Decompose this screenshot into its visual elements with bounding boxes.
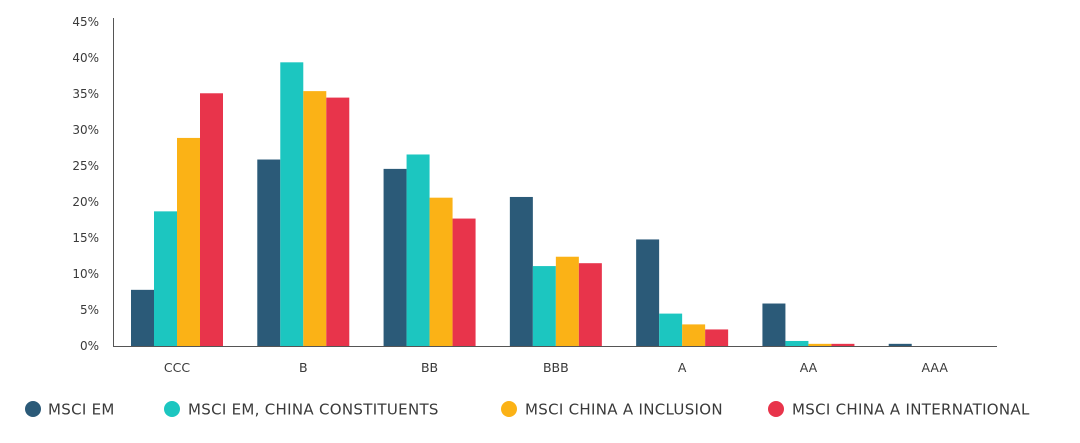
bar-bb-series-2 bbox=[406, 154, 430, 346]
bar-aaa-series-1 bbox=[888, 343, 912, 346]
y-tick-label: 0% bbox=[80, 339, 99, 353]
legend-marker bbox=[25, 401, 41, 417]
bar-bb-series-4 bbox=[452, 218, 476, 346]
bar-b-series-1 bbox=[257, 159, 281, 346]
x-category-label: A bbox=[678, 360, 687, 375]
y-tick-label: 5% bbox=[80, 303, 99, 317]
bar-ccc-series-4 bbox=[200, 93, 223, 346]
x-axis-labels: CCC B BB BBB A AA AAA bbox=[164, 360, 948, 375]
legend-label: MSCI EM, CHINA CONSTITUENTS bbox=[188, 401, 439, 419]
legend-label: MSCI CHINA A INTERNATIONAL bbox=[792, 401, 1030, 419]
y-tick-label: 40% bbox=[72, 51, 99, 65]
x-category-label: BBB bbox=[543, 360, 569, 375]
bar-a-series-4 bbox=[705, 329, 729, 346]
bars-group bbox=[131, 62, 912, 347]
bar-ccc-series-3 bbox=[177, 137, 200, 346]
bar-ccc-series-2 bbox=[154, 211, 177, 346]
x-category-label: B bbox=[299, 360, 308, 375]
y-tick-label: 25% bbox=[72, 159, 99, 173]
bar-a-series-1 bbox=[636, 239, 660, 346]
y-axis-ticks: 0% 5% 10% 15% 20% 25% 30% 35% 40% 45% bbox=[72, 15, 99, 353]
bar-b-series-3 bbox=[303, 91, 327, 347]
bar-aa-series-2 bbox=[785, 340, 809, 346]
bar-b-series-2 bbox=[280, 62, 304, 346]
y-tick-label: 30% bbox=[72, 123, 99, 137]
y-tick-label: 45% bbox=[72, 15, 99, 29]
x-category-label: BB bbox=[421, 360, 438, 375]
bar-bbb-series-2 bbox=[532, 266, 556, 346]
bar-bbb-series-1 bbox=[509, 196, 533, 346]
y-tick-label: 35% bbox=[72, 87, 99, 101]
legend-marker bbox=[768, 401, 784, 417]
bar-aa-series-4 bbox=[831, 343, 855, 346]
bar-bb-series-3 bbox=[429, 197, 453, 346]
bar-a-series-3 bbox=[682, 324, 706, 346]
bar-b-series-4 bbox=[326, 97, 350, 346]
bar-aa-series-3 bbox=[808, 343, 832, 346]
bar-a-series-2 bbox=[659, 313, 683, 346]
bar-bb-series-1 bbox=[383, 168, 407, 346]
legend-marker bbox=[501, 401, 517, 417]
bar-aa-series-1 bbox=[762, 303, 786, 346]
bar-bbb-series-3 bbox=[555, 256, 579, 346]
y-tick-label: 20% bbox=[72, 195, 99, 209]
x-category-label: AAA bbox=[922, 360, 949, 375]
legend-label: MSCI CHINA A INCLUSION bbox=[525, 401, 723, 419]
legend-label: MSCI EM bbox=[48, 401, 115, 419]
y-tick-label: 15% bbox=[72, 231, 99, 245]
y-tick-label: 10% bbox=[72, 267, 99, 281]
x-category-label: CCC bbox=[164, 360, 190, 375]
bar-ccc-series-1 bbox=[131, 289, 154, 346]
bar-bbb-series-4 bbox=[578, 263, 602, 346]
legend: MSCI EM MSCI EM, CHINA CONSTITUENTS MSCI C… bbox=[25, 401, 1030, 419]
x-category-label: AA bbox=[800, 360, 818, 375]
legend-marker bbox=[164, 401, 180, 417]
